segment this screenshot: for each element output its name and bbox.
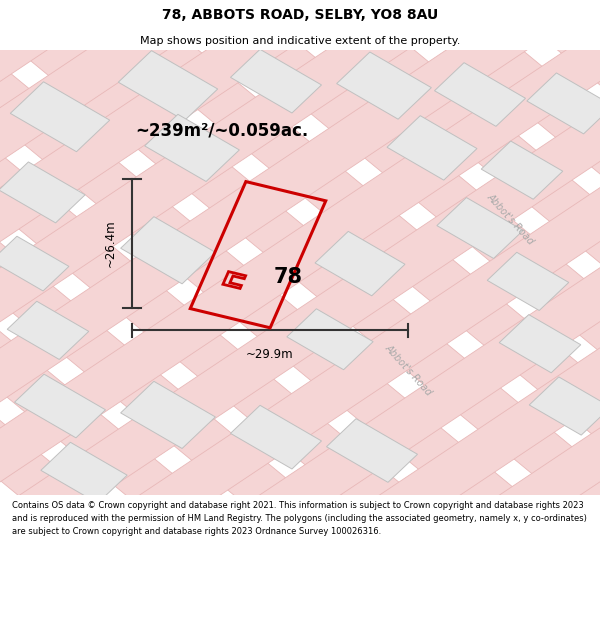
Polygon shape bbox=[0, 342, 600, 625]
Polygon shape bbox=[10, 0, 600, 617]
Polygon shape bbox=[0, 0, 206, 617]
Polygon shape bbox=[437, 198, 523, 259]
Polygon shape bbox=[315, 231, 405, 296]
Polygon shape bbox=[14, 374, 106, 438]
Polygon shape bbox=[41, 442, 127, 503]
Polygon shape bbox=[434, 62, 526, 126]
Polygon shape bbox=[0, 162, 85, 223]
Polygon shape bbox=[10, 82, 110, 152]
Polygon shape bbox=[0, 0, 600, 407]
Polygon shape bbox=[0, 102, 600, 625]
Polygon shape bbox=[0, 0, 600, 247]
Polygon shape bbox=[7, 301, 89, 359]
Polygon shape bbox=[0, 0, 530, 617]
Polygon shape bbox=[287, 309, 373, 370]
Polygon shape bbox=[0, 0, 600, 488]
Polygon shape bbox=[487, 253, 569, 311]
Text: ~26.4m: ~26.4m bbox=[104, 220, 117, 268]
Text: Map shows position and indicative extent of the property.: Map shows position and indicative extent… bbox=[140, 36, 460, 46]
Polygon shape bbox=[0, 422, 600, 625]
Polygon shape bbox=[442, 0, 600, 617]
Polygon shape bbox=[118, 51, 218, 121]
Polygon shape bbox=[529, 377, 600, 435]
Polygon shape bbox=[145, 114, 239, 181]
Polygon shape bbox=[0, 0, 600, 87]
Polygon shape bbox=[326, 419, 418, 482]
Polygon shape bbox=[0, 0, 600, 327]
Polygon shape bbox=[0, 0, 600, 167]
Text: Contains OS data © Crown copyright and database right 2021. This information is : Contains OS data © Crown copyright and d… bbox=[12, 501, 587, 536]
Polygon shape bbox=[0, 22, 600, 625]
Polygon shape bbox=[0, 182, 600, 625]
Polygon shape bbox=[0, 0, 314, 617]
Polygon shape bbox=[230, 406, 322, 469]
Polygon shape bbox=[499, 314, 581, 372]
Polygon shape bbox=[337, 52, 431, 119]
Text: ~239m²/~0.059ac.: ~239m²/~0.059ac. bbox=[136, 121, 308, 139]
Polygon shape bbox=[0, 0, 600, 568]
Polygon shape bbox=[387, 116, 477, 180]
Text: 78, ABBOTS ROAD, SELBY, YO8 8AU: 78, ABBOTS ROAD, SELBY, YO8 8AU bbox=[162, 8, 438, 22]
Polygon shape bbox=[550, 0, 600, 617]
Text: Abbot's Road: Abbot's Road bbox=[383, 343, 433, 398]
Polygon shape bbox=[118, 0, 600, 617]
Polygon shape bbox=[0, 0, 422, 617]
Polygon shape bbox=[121, 381, 215, 449]
Polygon shape bbox=[481, 141, 563, 199]
Polygon shape bbox=[0, 0, 98, 617]
Text: Abbot's Road: Abbot's Road bbox=[485, 192, 535, 246]
Text: ~29.9m: ~29.9m bbox=[246, 348, 294, 361]
Polygon shape bbox=[230, 49, 322, 113]
Polygon shape bbox=[121, 217, 215, 284]
Polygon shape bbox=[226, 0, 600, 617]
Polygon shape bbox=[0, 236, 69, 291]
Polygon shape bbox=[527, 73, 600, 134]
Polygon shape bbox=[0, 262, 600, 625]
Text: 78: 78 bbox=[274, 267, 302, 287]
Polygon shape bbox=[334, 0, 600, 617]
